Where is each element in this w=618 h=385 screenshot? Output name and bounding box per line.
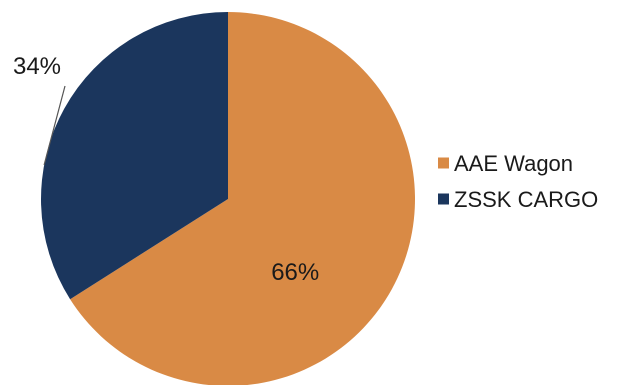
pie-slice-aae-wagon (70, 12, 415, 385)
leader-line-zssk-cargo (43, 85, 66, 166)
legend-swatch-zssk-cargo (438, 193, 449, 205)
pie-slice-zssk-cargo (40, 12, 229, 300)
data-label-aae-wagon: 66% (271, 259, 319, 286)
legend-swatch-aae-wagon (438, 157, 449, 169)
pie-data-labels: 66% 34% (13, 53, 319, 286)
pie-slices (40, 12, 415, 385)
data-label-zssk-cargo: 34% (13, 53, 61, 80)
legend: AAE Wagon ZSSK CARGO (438, 151, 598, 212)
legend-label-zssk-cargo: ZSSK CARGO (454, 187, 598, 212)
legend-label-aae-wagon: AAE Wagon (454, 151, 573, 176)
